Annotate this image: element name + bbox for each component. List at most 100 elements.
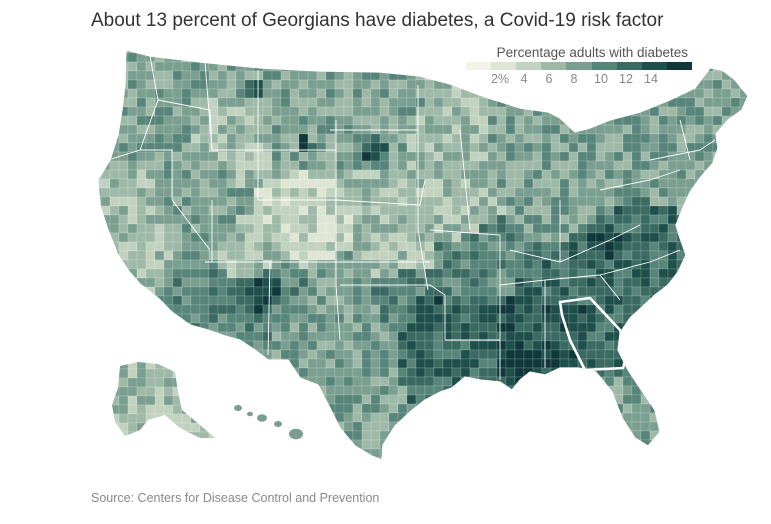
county-cell — [343, 322, 354, 333]
county-cell — [316, 160, 327, 171]
county-cell — [469, 322, 480, 333]
georgia-highlight-border — [558, 296, 630, 372]
county-cell — [172, 241, 183, 252]
county-cell — [370, 52, 381, 63]
county-cell — [649, 376, 660, 387]
county-cell — [415, 142, 426, 153]
county-cell — [559, 421, 570, 432]
county-cell — [749, 116, 758, 125]
county-cell — [172, 178, 183, 189]
county-cell — [749, 296, 758, 305]
county-cell — [721, 142, 732, 153]
county-cell — [415, 214, 426, 225]
county-cell — [442, 133, 453, 144]
county-cell — [280, 367, 291, 378]
county-cell — [163, 448, 174, 459]
county-cell — [271, 232, 282, 243]
county-cell — [98, 349, 102, 360]
county-cell — [730, 448, 741, 459]
county-cell — [415, 133, 426, 144]
county-cell — [370, 295, 381, 306]
county-cell — [532, 88, 543, 99]
county-cell — [163, 439, 174, 450]
county-cell — [514, 439, 525, 450]
county-cell — [568, 97, 579, 108]
county-cell — [172, 413, 183, 424]
county-cell — [532, 142, 543, 153]
county-cell — [199, 205, 210, 216]
county-cell — [712, 178, 723, 189]
county-cell — [433, 151, 444, 162]
county-cell — [136, 70, 147, 81]
county-cell — [550, 124, 561, 135]
county-cell — [208, 50, 219, 54]
county-cell — [262, 439, 273, 450]
county-cell — [343, 115, 354, 126]
county-cell — [487, 340, 498, 351]
county-cell — [100, 439, 111, 450]
county-cell — [118, 196, 129, 207]
county-cell — [298, 331, 309, 342]
county-cell — [739, 304, 748, 315]
county-cell — [685, 223, 696, 234]
county-cell — [217, 349, 228, 360]
county-cell — [379, 394, 390, 405]
county-cell — [352, 430, 363, 441]
county-cell — [541, 286, 552, 297]
county-cell — [136, 395, 147, 406]
county-cell — [244, 160, 255, 171]
county-cell — [532, 457, 543, 460]
county-cell — [496, 295, 507, 306]
county-cell — [208, 376, 219, 387]
county-cell — [676, 286, 687, 297]
county-cell — [451, 106, 462, 117]
county-cell — [424, 313, 435, 324]
county-cell — [343, 241, 354, 252]
county-cell — [478, 142, 489, 153]
county-cell — [406, 214, 417, 225]
county-cell — [361, 430, 372, 441]
county-cell — [523, 322, 534, 333]
county-cell — [469, 205, 480, 216]
county-cell — [109, 97, 120, 108]
county-cell — [586, 286, 597, 297]
county-cell — [190, 124, 201, 135]
county-cell — [118, 404, 129, 415]
county-cell — [352, 421, 363, 432]
county-cell — [694, 277, 705, 288]
county-cell — [604, 187, 615, 198]
county-cell — [595, 430, 606, 441]
county-cell — [379, 79, 390, 90]
county-cell — [595, 340, 606, 351]
county-cell — [208, 313, 219, 324]
county-cell — [109, 169, 120, 180]
county-cell — [343, 385, 354, 396]
county-cell — [154, 430, 165, 441]
county-cell — [361, 115, 372, 126]
county-cell — [298, 160, 309, 171]
county-cell — [208, 295, 219, 306]
county-cell — [109, 457, 120, 460]
county-cell — [253, 241, 264, 252]
county-cell — [217, 160, 228, 171]
county-cell — [352, 178, 363, 189]
county-cell — [190, 169, 201, 180]
county-cell — [262, 331, 273, 342]
county-cell — [505, 250, 516, 261]
county-cell — [127, 124, 138, 135]
county-cell — [685, 286, 696, 297]
county-cell — [388, 133, 399, 144]
county-cell — [469, 340, 480, 351]
county-cell — [289, 295, 300, 306]
county-cell — [523, 205, 534, 216]
county-cell — [334, 439, 345, 450]
county-cell — [622, 142, 633, 153]
county-cell — [424, 178, 435, 189]
county-cell — [559, 286, 570, 297]
county-cell — [640, 403, 651, 414]
county-cell — [127, 97, 138, 108]
county-cell — [595, 250, 606, 261]
county-cell — [298, 295, 309, 306]
county-cell — [136, 241, 147, 252]
